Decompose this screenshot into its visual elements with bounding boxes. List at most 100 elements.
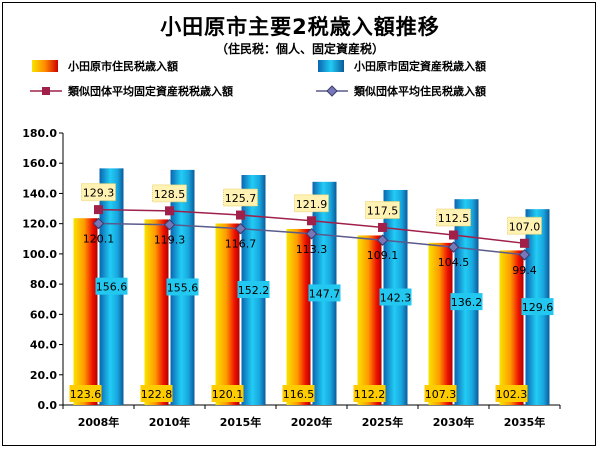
line-label-avg-property-tax-box <box>223 188 258 207</box>
marker-diamond <box>518 249 531 261</box>
chart-title: 小田原市主要2税歳入額推移 <box>160 15 440 39</box>
legend-label: 類似団体平均住民税歳入額 <box>353 84 486 98</box>
marker-square <box>307 216 316 226</box>
line-label-avg-property-tax-box <box>294 194 329 213</box>
marker-diamond <box>305 228 318 240</box>
data-labels: 123.6 122.8 120.1 116.5 112.2 107.3 102.3 156.6… <box>69 183 554 402</box>
x-tick-label: 2015年 <box>220 415 262 429</box>
line-label-avg-property-tax: 128.5 <box>154 188 186 201</box>
legend-swatch-resident-tax <box>32 60 58 72</box>
bar-label-resident-tax: 123.6 <box>70 388 102 401</box>
bar-label-resident-tax-box <box>140 385 173 402</box>
y-tick-label: 160.0 <box>22 157 57 170</box>
line-label-avg-property-tax-box <box>507 216 542 235</box>
x-tick-label: 2008年 <box>78 415 120 429</box>
x-tick-label: 2030年 <box>433 415 475 429</box>
y-tick-label: 80.0 <box>30 278 57 291</box>
bar-label-resident-tax-box <box>353 385 386 402</box>
x-tick-label: 2020年 <box>291 415 333 429</box>
bar-label-resident-tax-box <box>282 385 315 402</box>
marker-diamond <box>234 222 247 235</box>
bar-label-resident-tax-box <box>69 385 102 402</box>
bar-resident-tax <box>73 218 98 405</box>
line-label-avg-property-tax-box <box>436 208 471 227</box>
marker-square <box>236 210 245 220</box>
marker-square <box>449 230 458 240</box>
y-tick-label: 140.0 <box>22 187 57 200</box>
marker-square <box>94 205 103 215</box>
legend-marker-diamond <box>326 85 338 97</box>
bar-resident-tax <box>428 242 453 405</box>
line-label-avg-property-tax-box <box>152 184 187 203</box>
bar-label-property-tax: 136.2 <box>451 296 483 309</box>
bar-label-property-tax-box <box>237 281 270 299</box>
bar-resident-tax <box>357 235 382 405</box>
bar-label-property-tax-box <box>450 293 483 311</box>
bar-resident-tax <box>499 250 524 405</box>
line-label-avg-resident-tax: 119.3 <box>154 234 186 247</box>
bar-label-property-tax-box <box>379 288 412 306</box>
marker-diamond <box>376 234 389 246</box>
line-label-avg-property-tax-box <box>81 183 116 202</box>
y-tick-label: 100.0 <box>22 248 57 261</box>
bar-label-resident-tax: 102.3 <box>496 388 528 401</box>
y-tick-label: 60.0 <box>30 308 57 321</box>
line-label-avg-resident-tax: 99.4 <box>512 264 537 277</box>
marker-square <box>520 238 529 248</box>
y-tick-label: 180.0 <box>22 127 57 140</box>
bar-label-resident-tax: 112.2 <box>354 388 386 401</box>
bar-label-resident-tax: 116.5 <box>283 388 315 401</box>
legend-label: 小田原市固定資産税歳入額 <box>353 59 486 73</box>
y-tick-label: 40.0 <box>30 339 57 352</box>
bar-label-property-tax: 156.6 <box>96 281 128 294</box>
bar-label-property-tax: 152.2 <box>238 284 270 297</box>
chart-subtitle: （住民税：個人、固定資産税） <box>215 42 384 56</box>
bar-label-property-tax: 129.6 <box>522 301 554 314</box>
line-label-avg-property-tax: 121.9 <box>296 198 328 211</box>
bar-resident-tax <box>286 228 311 405</box>
bar-label-property-tax-box <box>521 298 554 316</box>
line-label-avg-property-tax: 107.0 <box>509 220 541 233</box>
line-label-avg-property-tax: 129.3 <box>83 187 115 200</box>
marker-diamond <box>92 217 105 230</box>
legend-label: 類似団体平均固定資産税税歳入額 <box>67 84 233 98</box>
marker-square <box>165 206 174 216</box>
lines <box>92 205 531 261</box>
bar-label-property-tax-box <box>308 284 341 302</box>
line-label-avg-property-tax: 117.5 <box>367 204 399 217</box>
line-label-avg-resident-tax: 116.7 <box>225 238 257 251</box>
line-label-avg-property-tax-box <box>365 200 400 219</box>
y-tick-label: 0.0 <box>38 399 58 412</box>
line-label-avg-resident-tax: 109.1 <box>367 249 399 262</box>
x-tick-label: 2025年 <box>362 415 404 429</box>
bar-label-resident-tax-box <box>495 385 528 402</box>
bar-resident-tax <box>215 223 240 405</box>
bar-label-property-tax: 147.7 <box>309 287 341 300</box>
bar-label-property-tax: 155.6 <box>167 281 199 294</box>
marker-square <box>378 222 387 232</box>
bar-label-resident-tax: 120.1 <box>212 388 244 401</box>
legend-label: 小田原市住民税歳入額 <box>67 59 178 73</box>
axes: 0.0 20.0 40.0 60.0 80.0 100.0 120.0 140.0 160.0 1… <box>22 127 561 429</box>
x-tick-label: 2035年 <box>504 415 546 429</box>
legend-swatch-property-tax <box>318 60 344 72</box>
bar-resident-tax <box>144 219 169 405</box>
line-label-avg-property-tax: 125.7 <box>225 192 257 205</box>
legend-marker-square <box>42 87 50 95</box>
marker-diamond <box>447 241 460 253</box>
y-tick-label: 20.0 <box>30 369 57 382</box>
marker-diamond <box>163 219 176 231</box>
bar-label-resident-tax-box <box>424 385 457 402</box>
line-label-avg-resident-tax: 120.1 <box>83 233 115 246</box>
bar-label-resident-tax: 122.8 <box>141 388 173 401</box>
bar-label-property-tax-box <box>95 277 128 295</box>
bar-label-property-tax-box <box>166 278 199 296</box>
line-label-avg-property-tax: 112.5 <box>438 212 470 225</box>
line-label-avg-resident-tax: 104.5 <box>438 256 470 269</box>
bar-label-resident-tax-box <box>211 385 244 402</box>
bar-label-property-tax: 142.3 <box>380 291 412 304</box>
bar-label-resident-tax: 107.3 <box>425 388 457 401</box>
y-tick-label: 120.0 <box>22 218 57 231</box>
